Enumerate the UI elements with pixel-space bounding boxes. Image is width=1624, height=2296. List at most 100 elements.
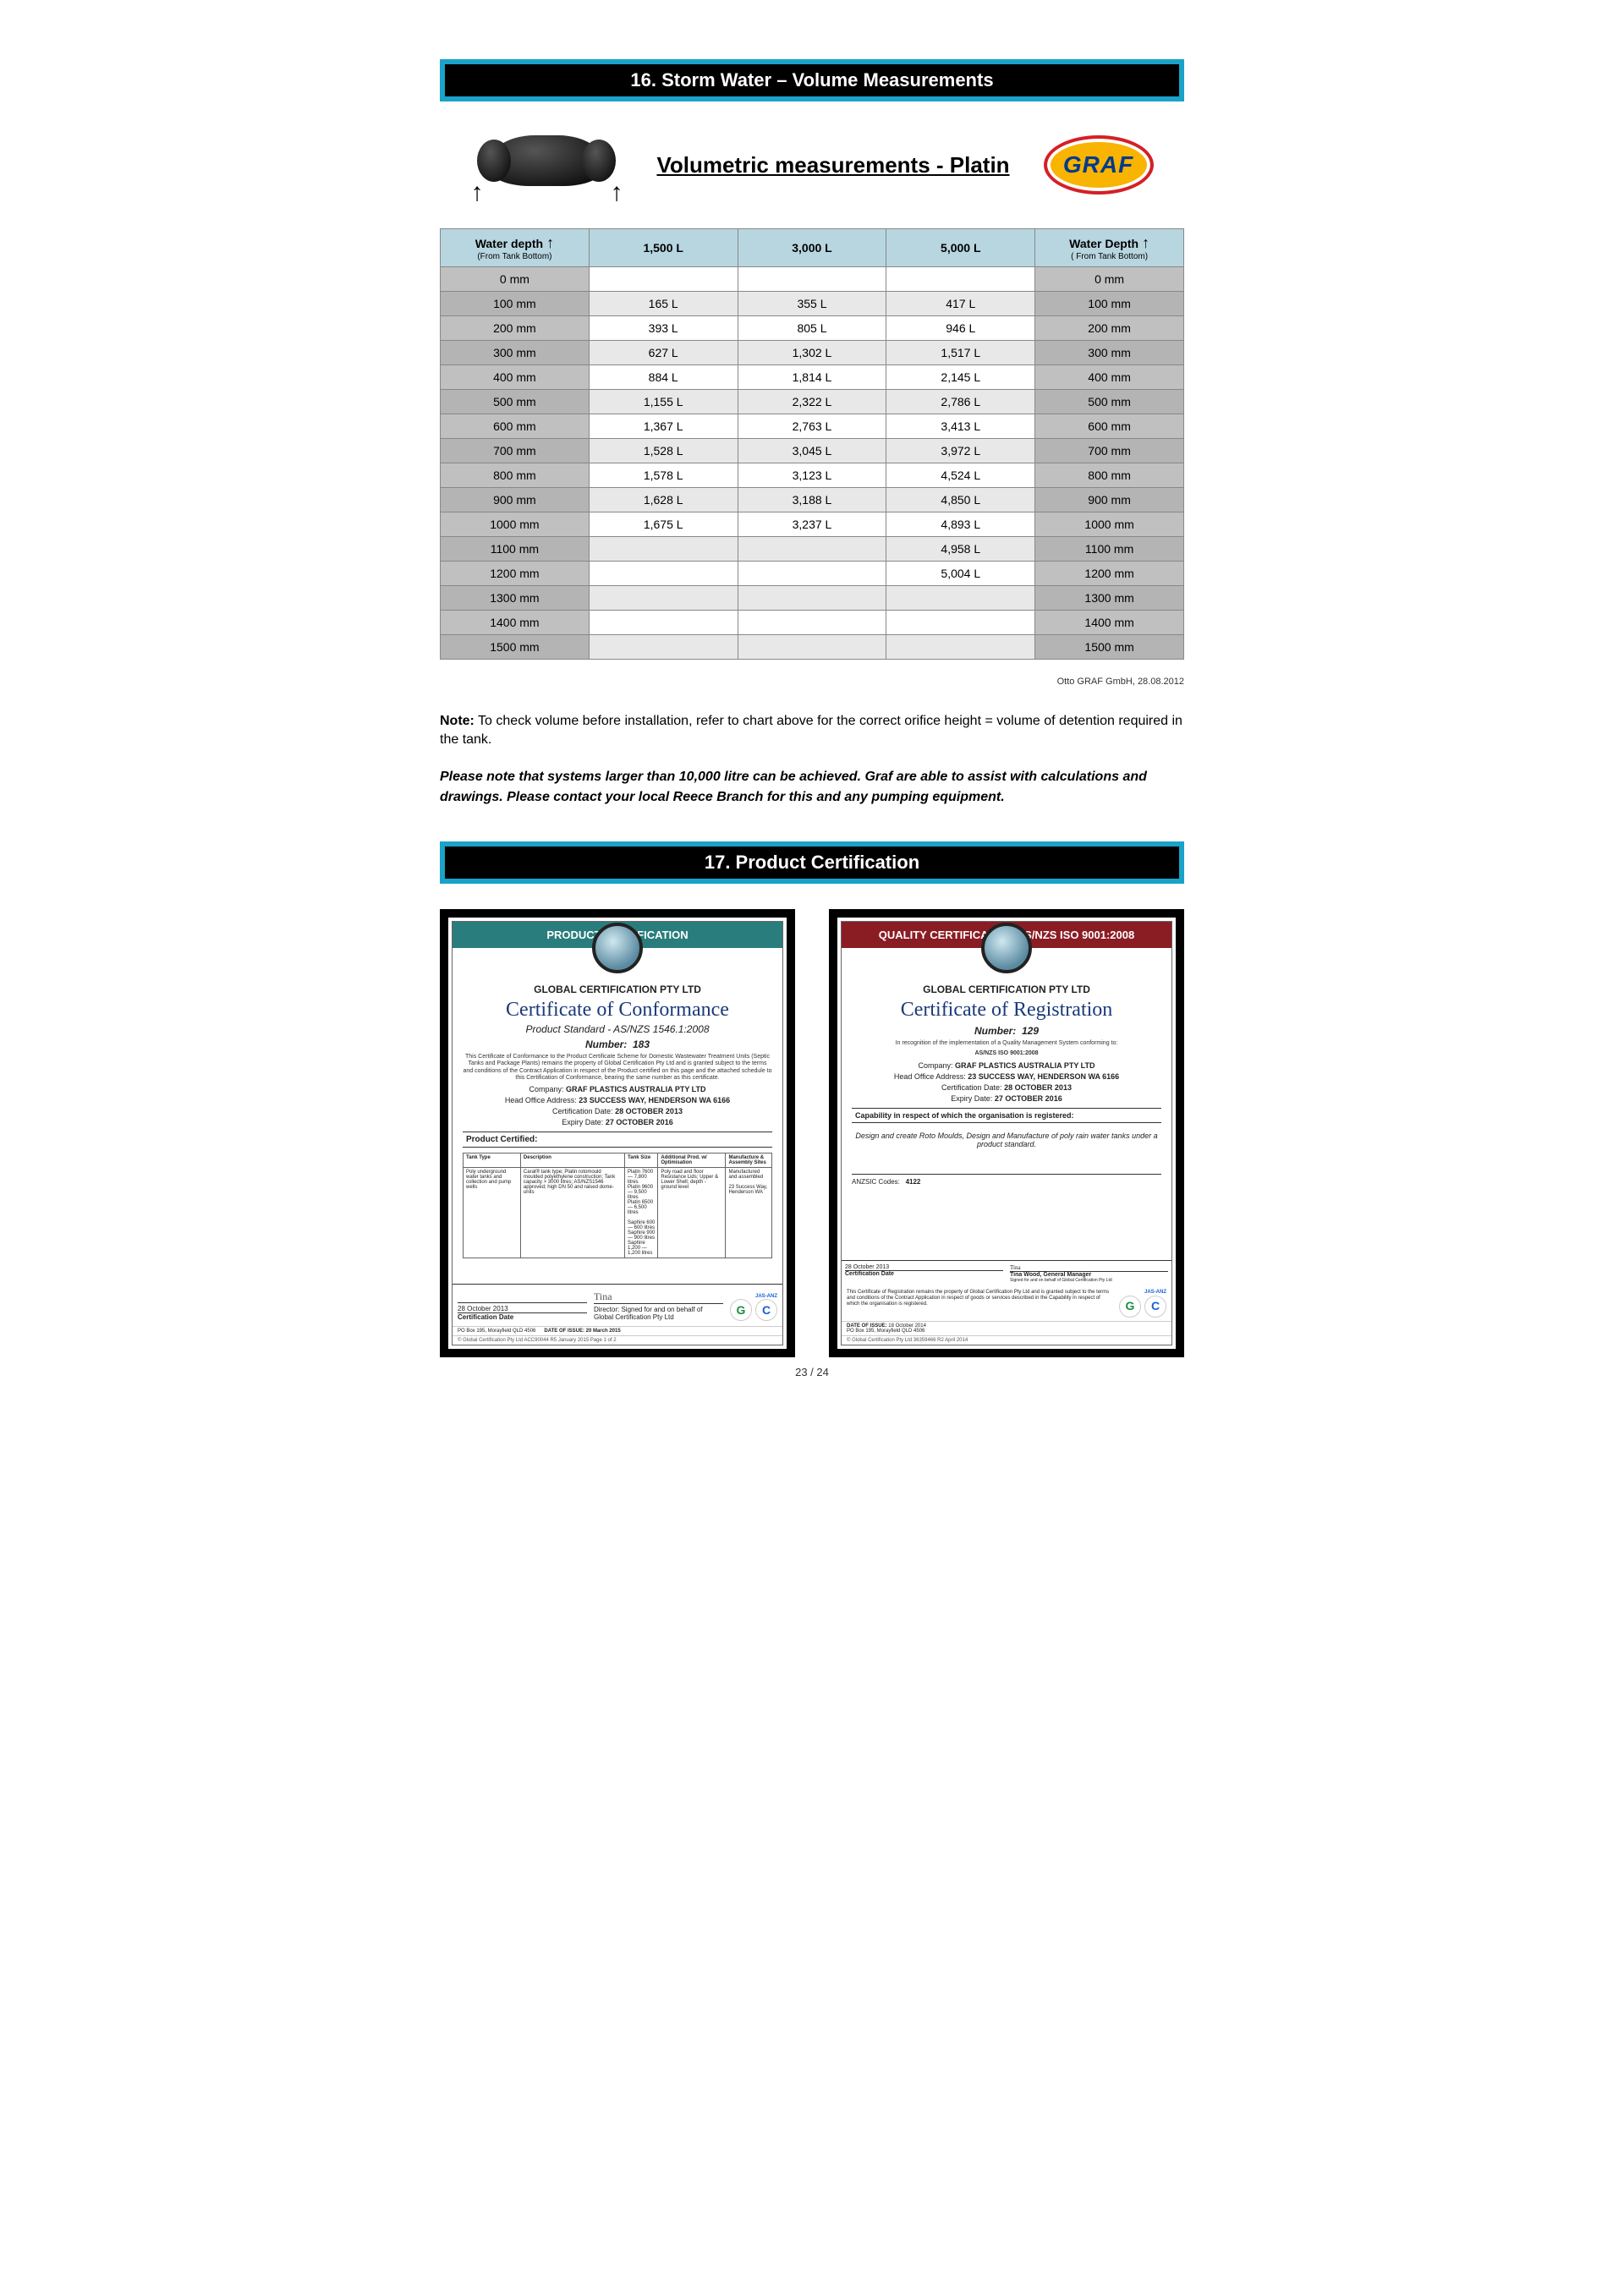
- value-cell: 165 L: [589, 292, 738, 316]
- depth-cell: 1300 mm: [441, 586, 590, 611]
- cert2-signer: Tina Wood, General Manager: [1010, 1272, 1168, 1278]
- graf-logo: GRAF: [1044, 135, 1154, 195]
- jasanz-logo-icon: C: [1144, 1296, 1166, 1318]
- depth-cell: 1400 mm: [1035, 611, 1184, 635]
- signature-icon: Tina: [594, 1290, 723, 1304]
- cert1-director-line: Director: Signed for and on behalf of: [594, 1306, 723, 1313]
- cert1-number-label: Number:: [585, 1038, 627, 1050]
- depth-cell: 500 mm: [1035, 390, 1184, 414]
- value-cell: 2,786 L: [886, 390, 1035, 414]
- value-cell: 1,517 L: [886, 341, 1035, 365]
- value-cell: 4,893 L: [886, 512, 1035, 537]
- depth-cell: 600 mm: [441, 414, 590, 439]
- attribution-text: Otto GRAF GmbH, 28.08.2012: [440, 677, 1184, 687]
- value-cell: 3,413 L: [886, 414, 1035, 439]
- jasanz-logo-icon: C: [755, 1299, 777, 1321]
- value-cell: [589, 611, 738, 635]
- note-paragraph: Note: To check volume before installatio…: [440, 712, 1184, 750]
- col-header-depth-right: Water Depth↑ ( From Tank Bottom): [1035, 229, 1184, 267]
- depth-cell: 100 mm: [1035, 292, 1184, 316]
- depth-cell: 400 mm: [441, 365, 590, 390]
- cert1-issue-line: PO Box 195, Morayfield QLD 4506 DATE OF …: [453, 1326, 782, 1335]
- cert2-disclaimer: This Certificate of Registration remains…: [847, 1290, 1114, 1308]
- cert1-bottom: © Global Certification Pty Ltd ACC90044 …: [453, 1335, 782, 1345]
- table-row: 500 mm1,155 L2,322 L2,786 L500 mm: [441, 390, 1184, 414]
- depth-cell: 0 mm: [1035, 267, 1184, 292]
- tank-graphic: ↑ ↑: [470, 127, 623, 203]
- depth-cell: 1500 mm: [1035, 635, 1184, 660]
- global-cert-logo-icon: G: [730, 1299, 752, 1321]
- cert2-certdate: Certification Date: 28 OCTOBER 2013: [852, 1083, 1161, 1092]
- value-cell: 355 L: [738, 292, 886, 316]
- cert1-standard: Product Standard - AS/NZS 1546.1:2008: [463, 1023, 772, 1035]
- value-cell: 884 L: [589, 365, 738, 390]
- value-cell: 2,322 L: [738, 390, 886, 414]
- value-cell: 393 L: [589, 316, 738, 341]
- table-row: 1200 mm5,004 L1200 mm: [441, 562, 1184, 586]
- depth-cell: 300 mm: [441, 341, 590, 365]
- cert1-company: Company: GRAF PLASTICS AUSTRALIA PTY LTD: [463, 1085, 772, 1093]
- value-cell: 3,972 L: [886, 439, 1035, 463]
- depth-cell: 100 mm: [441, 292, 590, 316]
- emphasis-paragraph: Please note that systems larger than 10,…: [440, 767, 1184, 808]
- cert2-footer-row: 28 October 2013 Certification Date Tina …: [842, 1260, 1171, 1286]
- col-header-5000: 5,000 L: [886, 229, 1035, 267]
- header-depth-right-label: Water Depth: [1069, 237, 1138, 250]
- cert2-signer-sub: Signed for and on behalf of Global Certi…: [1010, 1278, 1168, 1283]
- depth-cell: 800 mm: [1035, 463, 1184, 488]
- value-cell: 3,188 L: [738, 488, 886, 512]
- cert2-address: Head Office Address: 23 SUCCESS WAY, HEN…: [852, 1072, 1161, 1081]
- value-cell: 1,814 L: [738, 365, 886, 390]
- depth-cell: 1400 mm: [441, 611, 590, 635]
- depth-cell: 1300 mm: [1035, 586, 1184, 611]
- table-row: 0 mm0 mm: [441, 267, 1184, 292]
- value-cell: 805 L: [738, 316, 886, 341]
- value-cell: 4,850 L: [886, 488, 1035, 512]
- cert2-bottom: © Global Certification Pty Ltd 36359466 …: [842, 1335, 1171, 1345]
- cert2-company: Company: GRAF PLASTICS AUSTRALIA PTY LTD: [852, 1061, 1161, 1070]
- cert1-org: GLOBAL CERTIFICATION PTY LTD: [463, 984, 772, 995]
- value-cell: 3,237 L: [738, 512, 886, 537]
- depth-cell: 1500 mm: [441, 635, 590, 660]
- cert2-recog: In recognition of the implementation of …: [852, 1040, 1161, 1047]
- depth-cell: 1100 mm: [1035, 537, 1184, 562]
- volume-table: Water depth↑ (From Tank Bottom) 1,500 L …: [440, 228, 1184, 660]
- cert1-title: Certificate of Conformance: [463, 999, 772, 1022]
- depth-cell: 900 mm: [441, 488, 590, 512]
- depth-cell: 1200 mm: [441, 562, 590, 586]
- value-cell: [738, 267, 886, 292]
- value-cell: [738, 635, 886, 660]
- certificates-row: PRODUCT CERTIFICATION GLOBAL CERTIFICATI…: [440, 909, 1184, 1357]
- value-cell: 1,578 L: [589, 463, 738, 488]
- depth-cell: 500 mm: [441, 390, 590, 414]
- depth-cell: 400 mm: [1035, 365, 1184, 390]
- value-cell: [886, 267, 1035, 292]
- depth-cell: 1000 mm: [441, 512, 590, 537]
- cert1-certdate: Certification Date: 28 OCTOBER 2013: [463, 1107, 772, 1115]
- signature-icon: Tina: [1010, 1264, 1168, 1272]
- value-cell: 4,524 L: [886, 463, 1035, 488]
- cert1-number: Number: 183: [463, 1038, 772, 1050]
- note-text-body: To check volume before installation, ref…: [440, 714, 1182, 747]
- value-cell: [886, 611, 1035, 635]
- cert1-mini-th: Tank Size: [625, 1153, 658, 1168]
- table-row: 400 mm884 L1,814 L2,145 L400 mm: [441, 365, 1184, 390]
- cert2-capability-label: Capability in respect of which the organ…: [852, 1108, 1161, 1123]
- certificate-registration: QUALITY CERTIFICATION AS/NZS ISO 9001:20…: [829, 909, 1184, 1357]
- value-cell: 1,367 L: [589, 414, 738, 439]
- cert1-blurb: This Certificate of Conformance to the P…: [463, 1054, 772, 1082]
- cert1-mini-td: Poly underground water tanks and collect…: [464, 1168, 521, 1258]
- value-cell: 2,763 L: [738, 414, 886, 439]
- cert1-director-org: Global Certification Pty Ltd: [594, 1313, 723, 1321]
- value-cell: 2,145 L: [886, 365, 1035, 390]
- cert2-issue-line: DATE OF ISSUE: 18 October 2014 PO Box 19…: [842, 1321, 1171, 1335]
- section-17-header: 17. Product Certification: [440, 841, 1184, 884]
- document-title: Volumetric measurements - Platin: [656, 152, 1009, 178]
- up-arrow-icon: ↑: [610, 178, 623, 207]
- table-row: 800 mm1,578 L3,123 L4,524 L800 mm: [441, 463, 1184, 488]
- cert2-org: GLOBAL CERTIFICATION PTY LTD: [852, 984, 1161, 995]
- global-cert-logo-icon: G: [1119, 1296, 1141, 1318]
- value-cell: [886, 586, 1035, 611]
- value-cell: [738, 537, 886, 562]
- up-arrow-icon: ↑: [546, 234, 554, 251]
